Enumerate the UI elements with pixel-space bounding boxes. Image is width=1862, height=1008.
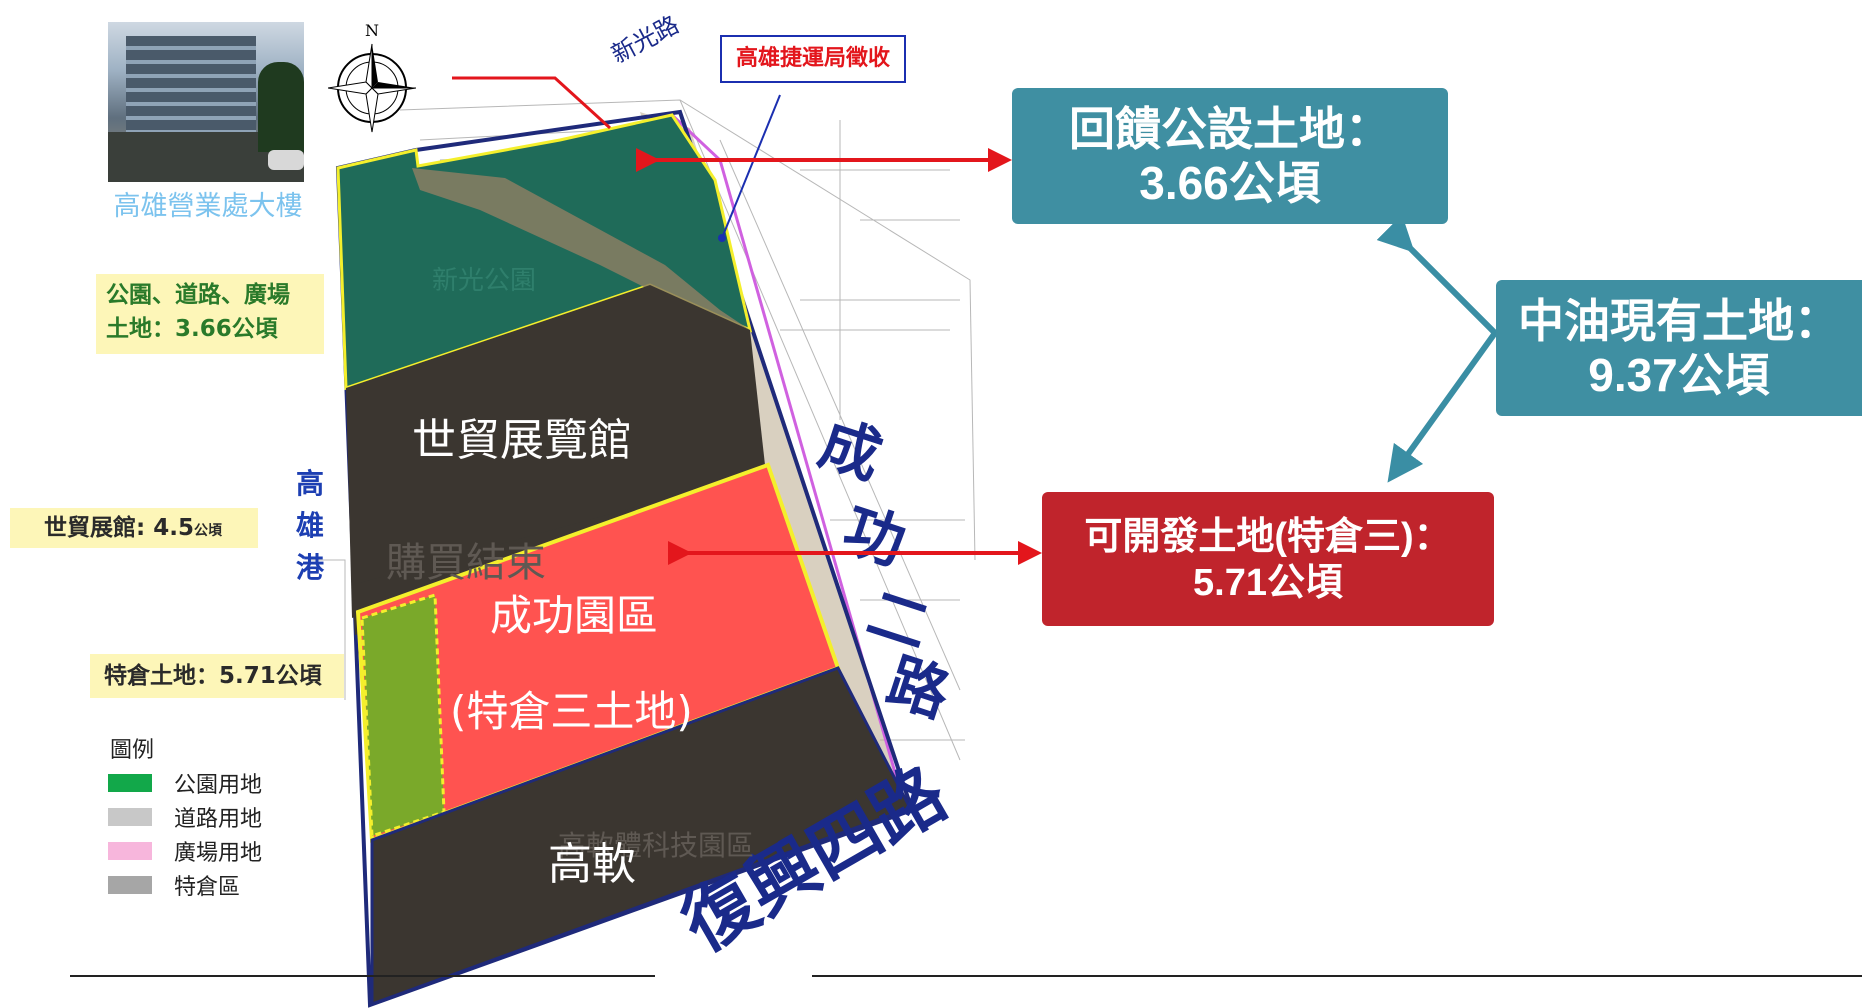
pointer-line (452, 76, 612, 130)
legend-swatch-warehouse (108, 876, 152, 894)
legend-item-park: 公園用地 (108, 772, 262, 798)
legend-item-warehouse: 特倉區 (108, 874, 240, 900)
bottom-rule-right (812, 975, 1862, 977)
label-park-road-area: 公園、道路、廣場 土地：3.66公頃 (96, 274, 324, 354)
map-label-softpark: 高軟體科技園區 (558, 829, 755, 862)
bottom-rule-left (70, 975, 655, 977)
feedback-land-value: 3.66公頃 (1139, 157, 1321, 209)
label-warehouse-area: 特倉土地：5.71公頃 (90, 654, 344, 698)
zone-label-gaoruan: 高軟 (548, 839, 636, 890)
label-park-road-line2: 土地：3.66公頃 (106, 316, 278, 342)
zone-label-chenggong: 成功園區 (490, 591, 659, 640)
legend-label-road: 道路用地 (174, 807, 263, 832)
legend-swatch-park (108, 774, 152, 792)
legend-item-road: 道路用地 (108, 806, 262, 832)
developable-land-value: 5.71公頃 (1193, 562, 1343, 604)
label-park-road-line1: 公園、道路、廣場 (106, 282, 290, 308)
label-expo-area: 世貿展館: 4.5公頃 (10, 508, 258, 548)
zone-label-expo: 世貿展覽館 (412, 415, 632, 466)
harbor-char-2: 雄 (296, 509, 325, 542)
zone-label-warehouse3: (特倉三土地) (450, 687, 693, 736)
compass-icon: N (328, 22, 416, 133)
developable-land-title: 可開發土地(特倉三)： (1084, 516, 1452, 558)
photo-caption: 高雄營業處大樓 (113, 191, 303, 222)
harbor-char-3: 港 (296, 551, 325, 584)
developable-land-box: 可開發土地(特倉三)： 5.71公頃 (1042, 492, 1494, 626)
legend-label-park: 公園用地 (174, 773, 263, 798)
cpc-land-box: 中油現有土地： 9.37公頃 (1496, 280, 1862, 416)
legend-item-plaza: 廣場用地 (108, 840, 262, 866)
cpc-land-title: 中油現有土地： (1518, 295, 1840, 347)
harbor-char-1: 高 (296, 467, 325, 500)
legend-label-plaza: 廣場用地 (174, 841, 263, 866)
arrow-cpc-link (1376, 214, 1499, 483)
legend-swatch-road (108, 808, 152, 826)
map-label-purchase: 購買結束 (386, 540, 546, 586)
feedback-land-title: 回饋公設土地： (1069, 103, 1391, 155)
label-expo-area-value: 世貿展館: 4.5 (44, 515, 194, 541)
mrt-callout: 高雄捷運局徵收 (720, 35, 906, 83)
legend-label-warehouse: 特倉區 (174, 875, 241, 900)
legend-title: 圖例 (110, 738, 155, 763)
gaoruan-zone (370, 666, 913, 1007)
map-label-park: 新光公園 (432, 266, 537, 296)
svg-text:N: N (365, 22, 379, 40)
cpc-land-value: 9.37公頃 (1588, 349, 1770, 401)
building-photo (108, 22, 304, 182)
expo-zone (346, 285, 765, 618)
label-expo-area-unit: 公頃 (193, 523, 222, 539)
legend-swatch-plaza (108, 842, 152, 860)
feedback-land-box: 回饋公設土地： 3.66公頃 (1012, 88, 1448, 224)
